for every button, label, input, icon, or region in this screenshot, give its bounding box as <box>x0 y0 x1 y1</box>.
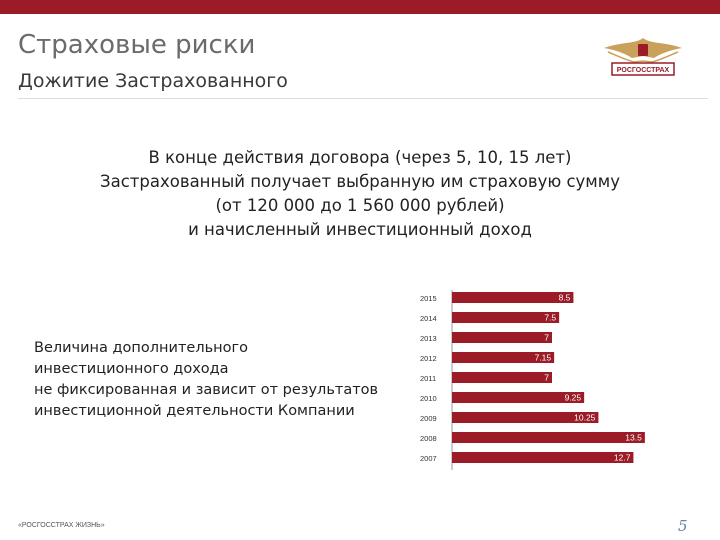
chart-value-label: 7.15 <box>535 353 552 363</box>
chart-category-label: 2007 <box>420 454 437 463</box>
chart-bar <box>452 312 560 323</box>
chart-category-label: 2014 <box>420 314 437 323</box>
chart-value-label: 10.25 <box>574 413 596 423</box>
page-subtitle: Дожитие Застрахованного <box>18 70 288 92</box>
chart-value-label: 7 <box>544 333 549 343</box>
chart-value-label: 13.5 <box>625 433 642 443</box>
main-description: В конце действия договора (через 5, 10, … <box>60 146 660 242</box>
chart-category-label: 2011 <box>420 374 436 383</box>
main-text-line: и начисленный инвестиционный доход <box>188 220 532 239</box>
top-accent-bar <box>0 0 720 14</box>
main-text-line: (от 120 000 до 1 560 000 рублей) <box>215 196 505 215</box>
logo-text: РОСГОССТРАХ <box>617 67 670 74</box>
main-text-line: Застрахованный получает выбранную им стр… <box>100 172 620 191</box>
chart-value-label: 7 <box>544 373 549 383</box>
chart-bar <box>452 292 574 303</box>
chart-category-label: 2010 <box>420 394 437 403</box>
header-divider <box>18 98 708 99</box>
chart-category-label: 2008 <box>420 434 437 443</box>
side-text-line: инвестиционной деятельности Компании <box>34 403 355 419</box>
footer-company: «РОСГОССТРАХ ЖИЗНЬ» <box>18 522 105 529</box>
chart-bar <box>452 452 634 463</box>
side-text-line: не фиксированная и зависит от результато… <box>34 382 379 398</box>
side-text-line: инвестиционного дохода <box>34 361 229 377</box>
chart-bar <box>452 432 645 443</box>
chart-value-label: 8.5 <box>559 293 571 303</box>
side-text-line: Величина дополнительного <box>34 340 248 356</box>
chart-category-label: 2015 <box>420 294 437 303</box>
chart-value-label: 7.5 <box>544 313 556 323</box>
chart-value-label: 12.7 <box>614 453 631 463</box>
chart-category-label: 2013 <box>420 334 437 343</box>
main-text-line: В конце действия договора (через 5, 10, … <box>148 148 572 167</box>
rosgosstrakh-logo: РОСГОССТРАХ <box>604 38 682 76</box>
investment-yield-chart: 2015 8.5 2014 7.5 2013 7 2012 7.15 2011 7 2010 9.25… <box>420 290 645 470</box>
chart-bar <box>452 352 555 363</box>
chart-bar <box>452 372 552 383</box>
chart-bar <box>452 392 585 403</box>
chart-category-label: 2012 <box>420 354 437 363</box>
page-number: 5 <box>678 517 688 535</box>
page-title: Страховые риски <box>18 30 256 60</box>
eagle-emblem-icon <box>604 38 682 63</box>
chart-bar <box>452 332 552 343</box>
chart-value-label: 9.25 <box>565 393 582 403</box>
chart-bar <box>452 412 599 423</box>
side-note: Величина дополнительного инвестиционного… <box>34 338 394 422</box>
chart-category-label: 2009 <box>420 414 437 423</box>
